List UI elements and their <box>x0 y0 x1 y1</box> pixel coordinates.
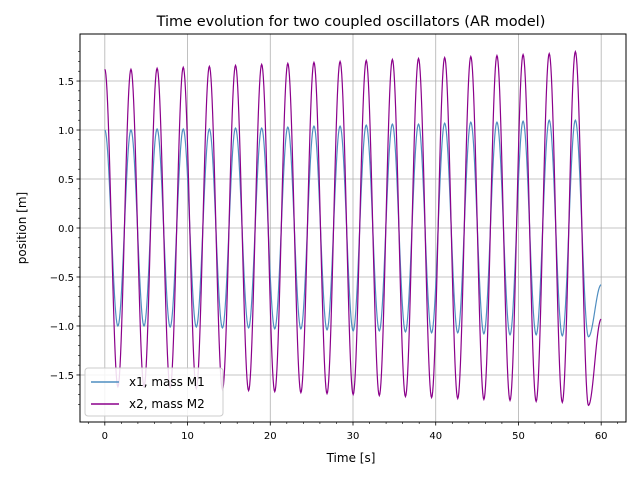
x-axis-ticks: 0 10 20 30 40 50 60 <box>87 422 619 442</box>
series-line-x2 <box>104 49 602 407</box>
x-tick-label: 20 <box>264 431 277 442</box>
y-tick-label: −1.0 <box>50 322 74 333</box>
y-axis-label: position [m] <box>15 192 29 264</box>
y-tick-label: 0.5 <box>58 175 74 186</box>
y-axis-ticks: −1.5 −1.0 −0.5 0.0 0.5 1.0 1.5 <box>50 51 80 405</box>
x-tick-label: 50 <box>512 431 525 442</box>
series-line-x1 <box>104 119 602 338</box>
x-tick-label: 60 <box>595 431 608 442</box>
y-tick-label: 0.0 <box>58 224 74 235</box>
x-tick-label: 0 <box>102 431 108 442</box>
x-tick-label: 30 <box>347 431 360 442</box>
y-tick-label: −0.5 <box>50 273 74 284</box>
y-tick-label: 1.0 <box>58 126 74 137</box>
legend-label-x2: x2, mass M2 <box>129 397 205 411</box>
x-axis-label: Time [s] <box>326 451 376 465</box>
chart-title: Time evolution for two coupled oscillato… <box>156 14 546 30</box>
series-layer <box>104 49 602 407</box>
legend-box <box>84 367 224 417</box>
legend: x1, mass M1 x2, mass M2 <box>84 367 224 417</box>
x-tick-label: 40 <box>429 431 442 442</box>
x-tick-label: 10 <box>181 431 194 442</box>
y-tick-label: −1.5 <box>50 371 74 382</box>
y-tick-label: 1.5 <box>58 77 74 88</box>
legend-label-x1: x1, mass M1 <box>129 375 205 389</box>
